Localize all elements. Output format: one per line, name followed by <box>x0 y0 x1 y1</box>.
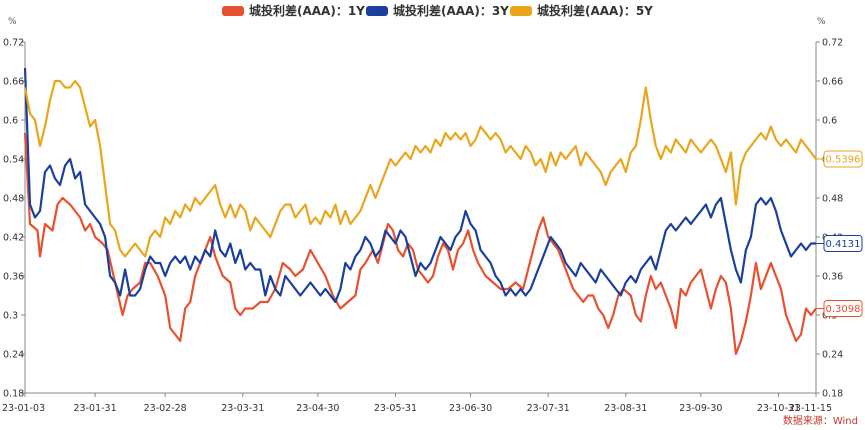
x-tick-label: 23-01-31 <box>74 403 117 414</box>
y-tick-label-left: 0.18 <box>3 389 24 400</box>
end-label-box <box>823 235 863 252</box>
y-tick-label-left: 0.3 <box>3 311 18 322</box>
legend: 城投利差(AAA)：1Y 城投利差(AAA)：3Y 城投利差(AAA)：5Y <box>222 3 653 18</box>
legend-swatch <box>510 6 532 16</box>
end-label-value: 0.3098 <box>826 304 861 315</box>
series-line-1 <box>23 132 817 356</box>
x-tick-label: 23-11-15 <box>789 403 832 414</box>
y-tick-label-left: 0.66 <box>3 77 24 88</box>
series-group <box>23 67 817 356</box>
x-tick-label: 23-05-31 <box>374 403 417 414</box>
axes: 0.720.720.660.660.60.60.540.540.480.480.… <box>2 38 843 415</box>
x-tick-label: 23-04-30 <box>296 403 339 414</box>
end-label-box <box>823 150 863 168</box>
y-tick-label-left: 0.36 <box>3 272 24 283</box>
y-tick-label-left: 0.24 <box>3 350 24 361</box>
end-labels: 0.3098 0.4131 0.5396 <box>816 150 863 317</box>
series-line-3 <box>23 79 817 258</box>
y-tick-label-left: 0.6 <box>3 116 18 127</box>
y-tick-label-right: 0.72 <box>822 38 843 49</box>
x-tick-label: 23-09-30 <box>679 403 722 414</box>
y-tick-label-right: 0.18 <box>822 389 843 400</box>
y-tick-label-left: 0.72 <box>3 38 24 49</box>
legend-label: 城投利差(AAA)：3Y <box>393 3 509 18</box>
legend-swatch <box>222 6 244 16</box>
source-note: 数据来源：Wind <box>783 414 858 427</box>
y-tick-label-left: 0.48 <box>3 194 24 205</box>
x-tick-label: 23-02-28 <box>144 403 187 414</box>
left-axis-unit: % <box>8 17 17 27</box>
legend-swatch <box>366 6 388 16</box>
legend-label: 城投利差(AAA)：5Y <box>537 3 653 18</box>
y-tick-label-right: 0.24 <box>822 350 843 361</box>
x-tick-label: 23-01-03 <box>2 403 45 414</box>
x-tick-label: 23-08-31 <box>604 403 647 414</box>
x-tick-label: 23-10-31 <box>757 403 800 414</box>
y-tick-label-left: 0.54 <box>3 155 24 166</box>
x-tick-label: 23-03-31 <box>221 403 264 414</box>
x-tick-label: 23-06-30 <box>449 403 492 414</box>
y-tick-label-left: 0.42 <box>3 233 24 244</box>
y-tick-label-right: 0.36 <box>822 272 843 283</box>
end-label-value: 0.5396 <box>826 155 861 166</box>
end-label-box <box>823 300 863 317</box>
end-label-value: 0.4131 <box>826 239 861 250</box>
x-tick-label: 23-07-31 <box>527 403 570 414</box>
y-tick-label-right: 0.66 <box>822 77 843 88</box>
right-axis-unit: % <box>817 17 826 27</box>
series-line-2 <box>23 67 816 304</box>
y-tick-label-right: 0.48 <box>822 194 843 205</box>
legend-label: 城投利差(AAA)：1Y <box>249 3 365 18</box>
y-tick-label-right: 0.6 <box>822 116 837 127</box>
